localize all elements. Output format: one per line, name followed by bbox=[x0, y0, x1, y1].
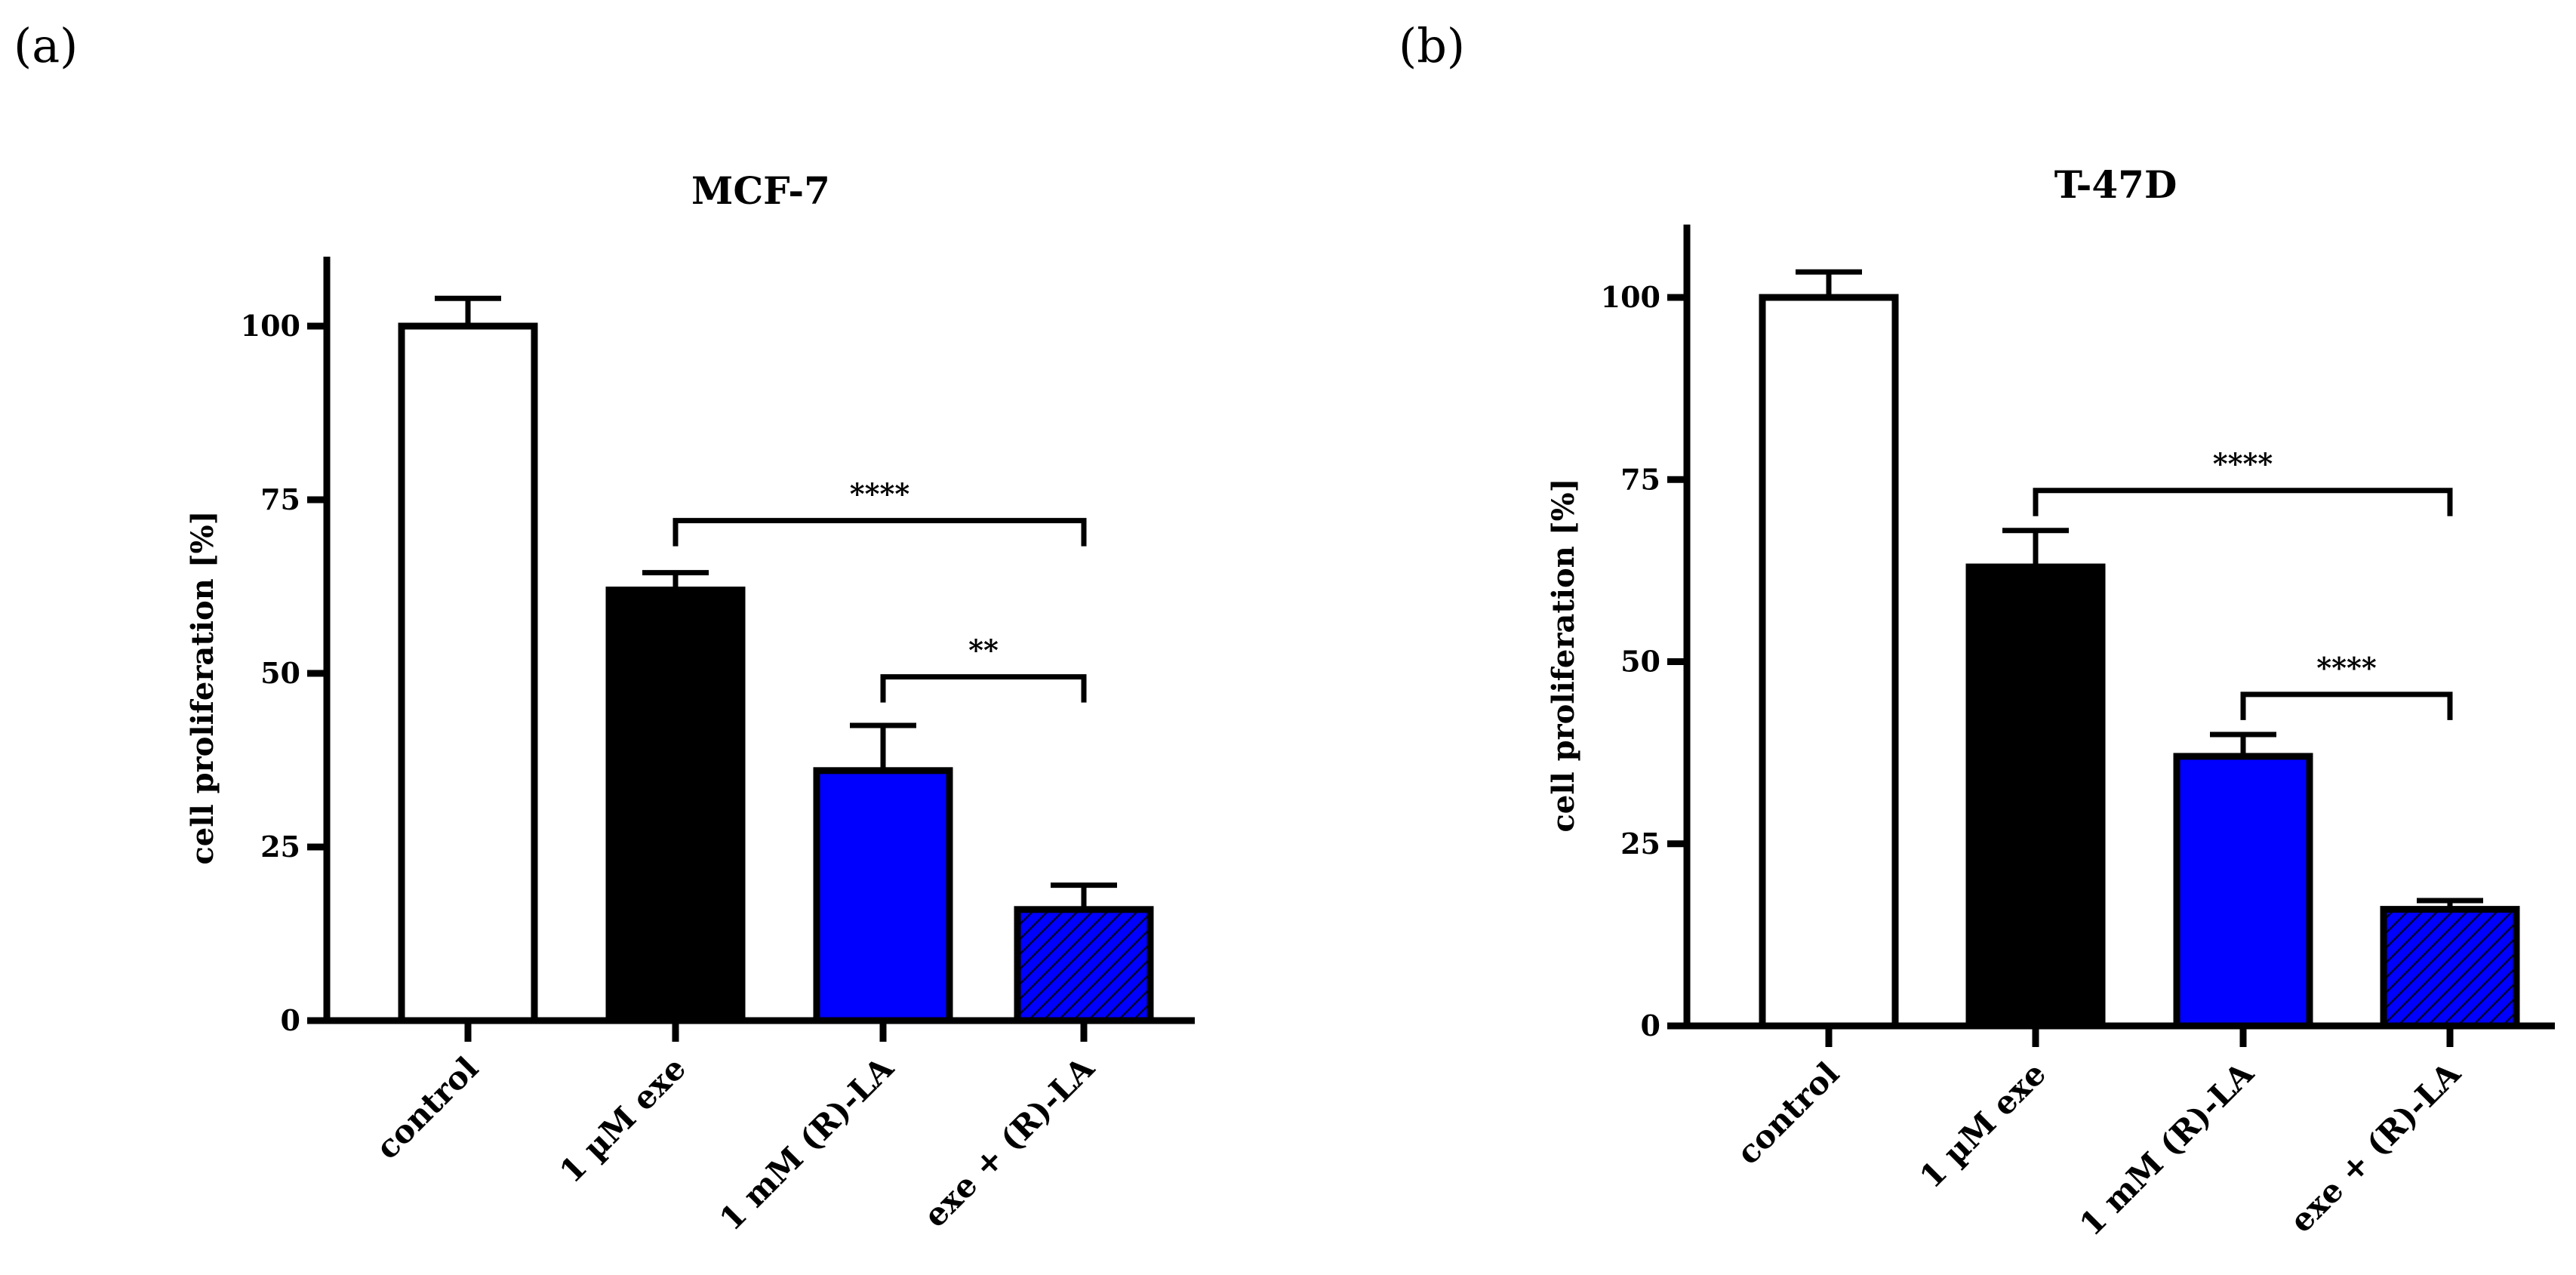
bar-t47d-2 bbox=[2173, 753, 2313, 1030]
category-label-t47d-2: 1 mM (R)-LA bbox=[2073, 1054, 2261, 1243]
significance-bracket-t47d-0 bbox=[2033, 488, 2453, 516]
category-label-mcf7-1: 1 µM exe bbox=[552, 1049, 693, 1190]
y-tick-label-mcf7-0: 0 bbox=[281, 1003, 300, 1037]
panel-a: (a) MCF-7 cell proliferation [%] 0 25 50 75… bbox=[14, 18, 1195, 1238]
chart-title-t47d: T-47D bbox=[2054, 162, 2177, 207]
significance-label-mcf7-1: ** bbox=[968, 633, 999, 667]
category-label-t47d-0: control bbox=[1729, 1055, 1846, 1172]
plot-t47d: 0 25 50 75 100 control 1 µM exe 1 mM (R)-LA exe … bbox=[1601, 224, 2555, 1243]
category-label-mcf7-0: control bbox=[368, 1049, 485, 1166]
category-label-mcf7-3: exe + (R)-LA bbox=[916, 1049, 1102, 1234]
bar-mcf7-2 bbox=[813, 767, 953, 1024]
significance-bracket-t47d-1 bbox=[2240, 691, 2453, 720]
significance-bracket-mcf7-0 bbox=[672, 518, 1087, 547]
y-axis-label-t47d: cell proliferation [%] bbox=[1546, 478, 1581, 832]
y-tick-label-mcf7-75: 75 bbox=[260, 482, 300, 516]
significance-label-mcf7-0: **** bbox=[850, 477, 910, 511]
panel-label-a: (a) bbox=[14, 18, 78, 73]
category-label-t47d-1: 1 µM exe bbox=[1913, 1055, 2053, 1195]
bar-t47d-3 bbox=[2380, 906, 2520, 1030]
bar-mcf7-1 bbox=[605, 587, 746, 1024]
plot-mcf7: 0 25 50 75 100 control 1 µM exe 1 mM (R)-LA exe … bbox=[241, 257, 1195, 1238]
y-tick-label-t47d-0: 0 bbox=[1641, 1009, 1660, 1042]
bar-mcf7-0 bbox=[398, 322, 538, 1024]
category-label-t47d-3: exe + (R)-LA bbox=[2282, 1054, 2468, 1240]
y-tick-label-mcf7-25: 25 bbox=[260, 830, 300, 864]
y-axis-label-mcf7: cell proliferation [%] bbox=[185, 510, 220, 864]
y-tick-label-mcf7-50: 50 bbox=[260, 656, 300, 690]
panel-label-b: (b) bbox=[1399, 18, 1465, 73]
y-tick-label-t47d-75: 75 bbox=[1620, 462, 1660, 496]
y-tick-label-t47d-100: 100 bbox=[1601, 280, 1660, 314]
significance-label-t47d-0: **** bbox=[2213, 447, 2273, 481]
y-tick-label-mcf7-100: 100 bbox=[241, 309, 300, 343]
chart-title-mcf7: MCF-7 bbox=[691, 168, 830, 213]
y-tick-label-t47d-25: 25 bbox=[1620, 827, 1660, 861]
category-label-mcf7-2: 1 mM (R)-LA bbox=[712, 1049, 901, 1237]
panel-b: (b) T-47D cell proliferation [%] 0 25 50 75… bbox=[1399, 18, 2555, 1243]
bar-t47d-1 bbox=[1965, 563, 2106, 1030]
y-tick-label-t47d-50: 50 bbox=[1620, 645, 1660, 679]
bar-t47d-0 bbox=[1759, 294, 1899, 1030]
significance-label-t47d-1: **** bbox=[2316, 651, 2377, 685]
bar-mcf7-3 bbox=[1014, 906, 1154, 1024]
significance-bracket-mcf7-1 bbox=[880, 674, 1087, 703]
